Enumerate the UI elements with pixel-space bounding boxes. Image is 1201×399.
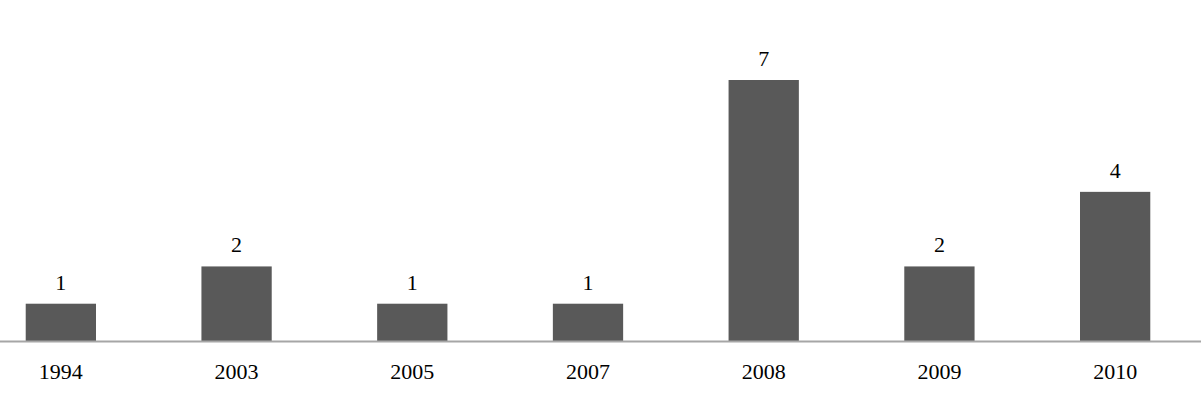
tick-label: 2009: [917, 359, 961, 384]
tick: 2003: [215, 341, 259, 384]
bar: [1080, 192, 1150, 341]
tick: 2008: [742, 341, 786, 384]
bar: [729, 80, 799, 341]
axis-line: [0, 341, 1201, 343]
tick: 2009: [917, 341, 961, 384]
tick-label: 2003: [215, 359, 259, 384]
bar: [904, 266, 974, 341]
x-axis: 1994 2003 2005 2007 2008 2009 2010: [0, 341, 1201, 384]
data-label: 1: [583, 270, 594, 295]
data-label: 2: [231, 232, 242, 257]
tick: 1994: [39, 341, 83, 384]
bar: [553, 304, 623, 341]
tick-label: 2008: [742, 359, 786, 384]
data-labels: 1 2 1 1 7 2 4: [55, 46, 1120, 295]
bars: [26, 80, 1151, 341]
tick-label: 2005: [390, 359, 434, 384]
tick-label: 2010: [1093, 359, 1137, 384]
bar: [26, 304, 96, 341]
tick-label: 2007: [566, 359, 610, 384]
tick: 2005: [390, 341, 434, 384]
data-label: 2: [934, 232, 945, 257]
data-label: 1: [407, 270, 418, 295]
data-label: 4: [1110, 158, 1121, 183]
data-label: 1: [55, 270, 66, 295]
tick: 2007: [566, 341, 610, 384]
bar: [377, 304, 447, 341]
bar: [201, 266, 271, 341]
data-label: 7: [758, 46, 769, 71]
chart: 1994 2003 2005 2007 2008 2009 2010 1 2 1 1 7 2 4: [0, 0, 1201, 399]
tick-label: 1994: [39, 359, 83, 384]
tick: 2010: [1093, 341, 1137, 384]
